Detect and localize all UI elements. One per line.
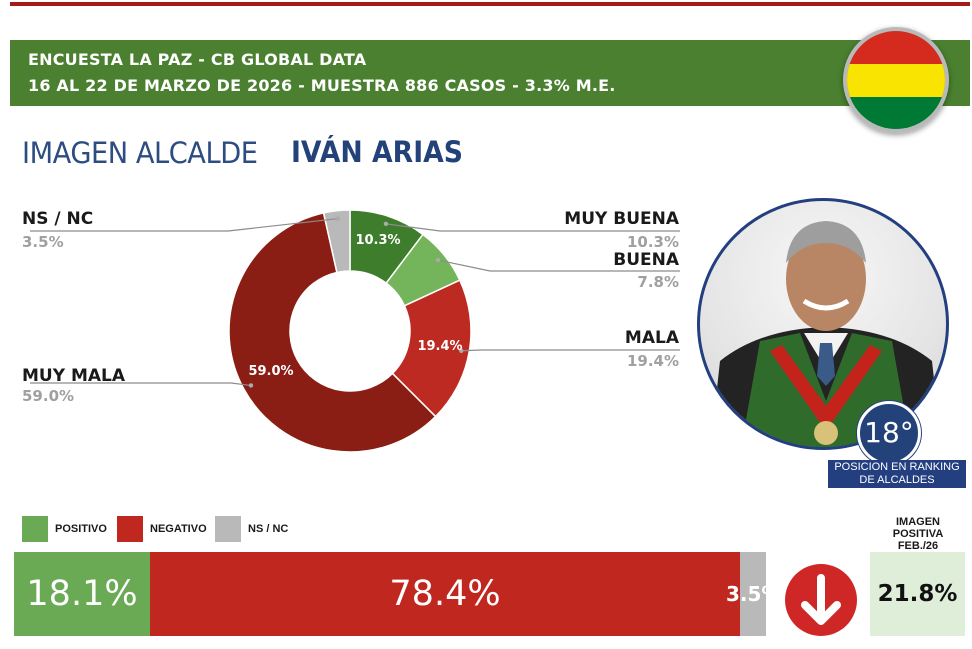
slice-label-muy-buena: 10.3% <box>355 233 400 248</box>
label-mala: MALA <box>624 328 679 348</box>
bar-segment-positivo: 18.1% <box>14 552 150 636</box>
previous-label-line2: POSITIVA <box>892 528 944 540</box>
previous-image-value: 21.8% <box>877 581 958 607</box>
leader-dot-muy-mala <box>248 383 254 388</box>
flag-stripe-red <box>847 31 945 65</box>
value-mala: 19.4% <box>626 352 679 370</box>
top-rule-line <box>10 2 970 6</box>
leader-dot-mala <box>459 348 464 353</box>
legend-negativo: NEGATIVO <box>117 516 207 542</box>
legend-ns-nc: NS / NC <box>215 516 288 542</box>
arrow-down-icon <box>785 564 857 636</box>
slice-ns-nc <box>322 209 351 274</box>
slice-label-mala: 19.4% <box>417 339 462 354</box>
bar-segment-ns-nc: 3.5% <box>726 552 772 636</box>
slice-muy-mala <box>228 212 437 453</box>
value-buena: 7.8% <box>637 273 679 291</box>
label-muy-mala: MUY MALA <box>22 366 126 386</box>
leader-line-buena <box>437 259 680 272</box>
value-muy-mala: 59.0% <box>22 387 75 405</box>
survey-details: 16 AL 22 DE MARZO DE 2026 - MUESTRA 886 … <box>28 76 616 95</box>
leader-line-ns-nc <box>30 218 338 232</box>
slice-label-muy-mala: 59.0% <box>248 364 293 379</box>
previous-label-line1: IMAGEN <box>896 516 940 528</box>
leader-dot-ns-nc <box>335 216 340 221</box>
leader-line-muy-mala <box>30 382 252 387</box>
survey-title: ENCUESTA LA PAZ - CB GLOBAL DATA <box>28 50 367 69</box>
previous-image-box <box>870 552 965 636</box>
label-buena: BUENA <box>613 250 679 270</box>
slice-mala <box>391 279 472 418</box>
legend-swatch-negativo <box>117 516 143 542</box>
ranking-caption: POSICION EN RANKING DE ALCALDES <box>828 460 966 488</box>
legend-label-positivo: POSITIVO <box>55 523 107 535</box>
chart-title-prefix: IMAGEN ALCALDE <box>22 136 258 170</box>
chart-title-name: IVÁN ARIAS <box>291 135 464 169</box>
flag-stripe-green <box>847 96 945 129</box>
bar-segment-value-ns-nc: 3.5% <box>726 582 772 606</box>
ranking-caption-line2: DE ALCALDES <box>859 474 935 486</box>
arrow-down-glyph <box>801 574 841 625</box>
label-muy-buena: MUY BUENA <box>564 209 679 229</box>
label-ns-nc: NS / NC <box>22 209 94 229</box>
ranking-badge: 18° <box>857 401 921 465</box>
leader-dot-muy-buena <box>383 221 389 227</box>
bar-segment-negativo: 78.4% <box>150 552 740 636</box>
ranking-caption-line1: POSICION EN RANKING <box>834 461 960 473</box>
bar-segment-value-negativo: 78.4% <box>389 574 501 614</box>
flag-stripe-yellow <box>847 64 945 97</box>
legend-label-negativo: NEGATIVO <box>150 523 207 535</box>
survey-header-banner: ENCUESTA LA PAZ - CB GLOBAL DATA 16 AL 2… <box>10 40 970 106</box>
value-ns-nc: 3.5% <box>22 233 64 251</box>
leader-dot-buena <box>435 257 441 263</box>
top-rule <box>0 0 972 6</box>
bar-segment-value-positivo: 18.1% <box>26 574 138 614</box>
bolivia-flag-icon <box>843 27 949 133</box>
leader-line-muy-buena <box>385 223 680 232</box>
value-muy-buena: 10.3% <box>626 233 679 251</box>
legend-label-ns-nc: NS / NC <box>248 523 289 535</box>
legend-swatch-positivo <box>22 516 48 542</box>
legend-swatch-ns-nc <box>215 516 241 542</box>
legend-positivo: POSITIVO <box>22 516 107 542</box>
previous-image-label: IMAGEN POSITIVA FEB./26 <box>872 516 964 552</box>
leader-line-mala <box>461 349 680 352</box>
previous-label-line3: FEB./26 <box>897 540 939 552</box>
